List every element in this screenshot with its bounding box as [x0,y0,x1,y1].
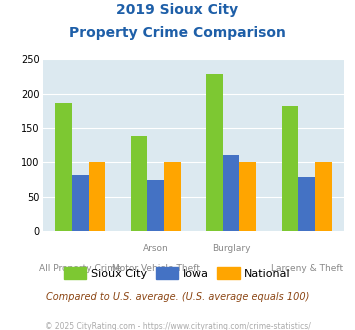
Bar [282,106,298,231]
Text: 2019 Sioux City: 2019 Sioux City [116,3,239,17]
Bar [315,162,332,231]
Text: Burglary: Burglary [212,244,250,253]
Bar [55,103,72,231]
Bar [223,155,240,231]
Bar [72,176,89,231]
Bar [206,74,223,231]
Text: Compared to U.S. average. (U.S. average equals 100): Compared to U.S. average. (U.S. average … [46,292,309,302]
Bar [147,180,164,231]
Text: © 2025 CityRating.com - https://www.cityrating.com/crime-statistics/: © 2025 CityRating.com - https://www.city… [45,322,310,330]
Text: Property Crime Comparison: Property Crime Comparison [69,26,286,40]
Bar [164,162,181,231]
Bar [240,162,256,231]
Legend: Sioux City, Iowa, National: Sioux City, Iowa, National [60,263,295,283]
Text: Arson: Arson [143,244,169,253]
Text: Motor Vehicle Theft: Motor Vehicle Theft [112,264,200,273]
Bar [298,178,315,231]
Bar [131,136,147,231]
Text: All Property Crime: All Property Crime [39,264,121,273]
Bar [89,162,105,231]
Text: Larceny & Theft: Larceny & Theft [271,264,343,273]
